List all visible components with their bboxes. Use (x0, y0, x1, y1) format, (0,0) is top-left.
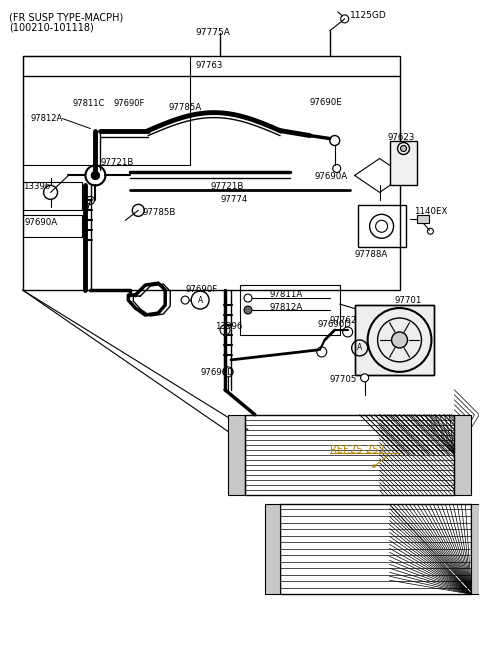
Bar (355, 305, 434, 375)
Bar (418, 215, 430, 223)
Text: 97811A: 97811A (270, 290, 303, 299)
Text: 97785B: 97785B (142, 208, 176, 217)
Text: 97690E: 97690E (310, 98, 343, 107)
Text: 97690A: 97690A (24, 218, 58, 227)
Text: 97788A: 97788A (355, 250, 388, 259)
Text: 97721B: 97721B (100, 158, 134, 167)
Circle shape (360, 374, 369, 382)
Text: 97721B: 97721B (210, 182, 243, 191)
Circle shape (181, 296, 189, 304)
Text: 97701: 97701 (395, 296, 422, 305)
Text: 97690F: 97690F (113, 99, 145, 107)
Bar (390, 141, 418, 186)
Bar (23, 56, 399, 290)
Text: (100210-101118): (100210-101118) (9, 23, 94, 33)
Bar (245, 415, 455, 495)
Bar (23, 182, 83, 210)
Text: 97812A: 97812A (31, 114, 63, 122)
Text: 13396: 13396 (215, 322, 242, 331)
Text: 97623: 97623 (387, 133, 415, 141)
Text: 97705: 97705 (330, 375, 357, 384)
Text: 1125GD: 1125GD (350, 11, 386, 20)
Text: (FR SUSP TYPE-MACPH): (FR SUSP TYPE-MACPH) (9, 13, 123, 23)
Circle shape (244, 306, 252, 314)
Text: 97690D: 97690D (200, 368, 234, 377)
Bar (455, 415, 471, 495)
Text: 97690D: 97690D (318, 320, 352, 329)
Text: 97812A: 97812A (270, 303, 303, 312)
Bar (280, 505, 471, 594)
Bar (471, 505, 480, 594)
Text: 97762: 97762 (330, 316, 357, 325)
Text: A: A (357, 344, 362, 352)
Bar (23, 215, 83, 237)
Bar (358, 205, 406, 247)
Text: 97811C: 97811C (72, 99, 105, 107)
Text: 13396: 13396 (23, 182, 50, 191)
Bar (240, 285, 340, 335)
Text: 1140EX: 1140EX (415, 207, 448, 216)
Circle shape (91, 171, 99, 180)
Bar (355, 305, 434, 375)
Text: 97774: 97774 (220, 195, 247, 204)
Text: A: A (197, 296, 203, 305)
Text: 97690A: 97690A (315, 173, 348, 182)
Text: 97785A: 97785A (168, 103, 202, 112)
Text: 97763: 97763 (195, 61, 223, 70)
Circle shape (392, 332, 408, 348)
Bar (265, 505, 280, 594)
Bar (23, 56, 190, 165)
Text: 97775A: 97775A (195, 28, 230, 37)
Circle shape (400, 146, 407, 152)
Text: 97690F: 97690F (185, 285, 217, 294)
Bar (228, 415, 245, 495)
Text: REF.25-253: REF.25-253 (330, 445, 384, 454)
